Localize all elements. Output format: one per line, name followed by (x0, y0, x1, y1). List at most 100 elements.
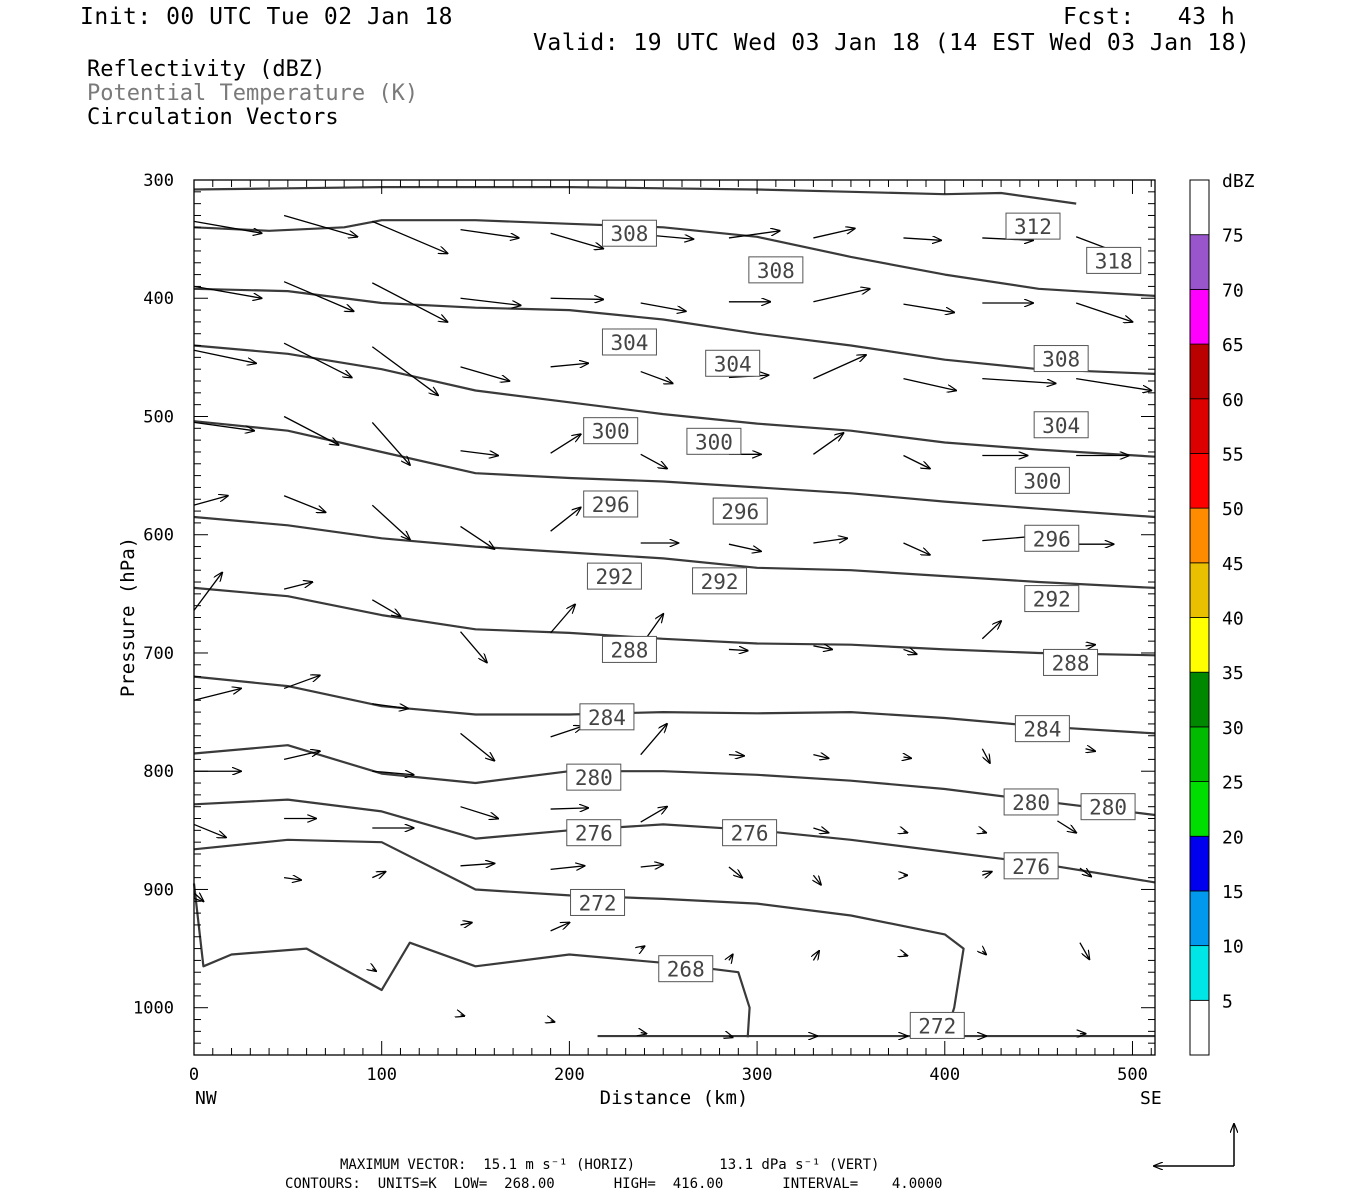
circulation-vector (813, 874, 821, 884)
theta-contour-292 (193, 515, 1156, 589)
circulation-vector (1086, 749, 1095, 751)
contour-label: 300 (686, 427, 742, 455)
contour-label-text: 280 (1089, 796, 1127, 820)
contour-label: 318 (1086, 246, 1142, 274)
frame-layer: 0 100 200 300 400 500 300 400 500 600 700 800 900 100… (133, 171, 1156, 1085)
colorbar-swatch (1189, 179, 1210, 236)
contour-label: 304 (705, 349, 761, 377)
circulation-vector (283, 214, 357, 236)
circulation-vector (283, 675, 320, 690)
colorbar-swatch (1189, 890, 1210, 947)
circulation-vector (640, 724, 667, 756)
circulation-vector (193, 285, 262, 298)
contour-label-text: 288 (1052, 651, 1090, 675)
contour-label-text: 292 (701, 570, 739, 594)
circulation-vector (813, 755, 828, 759)
contour-label-box (579, 703, 635, 731)
colorbar-tick-label: 50 (1222, 499, 1244, 520)
contour-label-text: 292 (595, 565, 633, 589)
plot-frame (193, 179, 1156, 1056)
colorbar-swatch (1189, 288, 1210, 345)
circulation-vector (460, 297, 521, 305)
contour-label-box (583, 490, 639, 518)
circulation-vector (550, 434, 581, 454)
circulation-vector (550, 726, 583, 738)
contour-label-text: 304 (1042, 414, 1080, 438)
contour-label: 288 (601, 635, 657, 663)
contour-label: 312 (1005, 212, 1061, 240)
contour-label-text: 280 (1012, 791, 1050, 815)
circulation-vector (903, 378, 956, 391)
colorbar-tick-label: 70 (1222, 280, 1244, 301)
circulation-vector (813, 355, 866, 380)
circulation-vector (371, 599, 400, 617)
circulation-vector (641, 1033, 647, 1034)
circulation-vector (283, 415, 338, 444)
circulation-vector (982, 872, 991, 876)
contour-label: 280 (1080, 793, 1136, 821)
colorbar-swatch (1189, 999, 1210, 1056)
circulation-vector (372, 220, 447, 253)
circulation-vector (1079, 942, 1089, 960)
circulation-vector (640, 453, 667, 468)
circulation-vector (550, 923, 570, 932)
contour-label: 300 (583, 417, 639, 445)
vector-layer (193, 214, 1151, 1037)
circulation-vector (728, 755, 744, 756)
contour-label-text: 276 (575, 822, 613, 846)
circulation-vector (372, 282, 447, 322)
contour-label-box (748, 256, 804, 284)
circulation-vector (1057, 820, 1076, 833)
circulation-vector (372, 872, 385, 878)
circulation-vector (283, 582, 312, 590)
circulation-vector (460, 450, 499, 456)
colorbar-tick-label: 65 (1222, 335, 1244, 356)
circulation-vector (729, 1036, 733, 1037)
theta-contour-300 (193, 344, 1156, 458)
colorbar-swatch (1189, 234, 1210, 290)
y-tick-label: 500 (143, 407, 174, 427)
theta-contour-304 (193, 287, 1156, 375)
contour-label: 280 (566, 763, 622, 791)
contour-label-box (1033, 345, 1089, 373)
colorbar-tick-label: 55 (1222, 444, 1244, 465)
contour-label-text: 300 (695, 430, 733, 454)
y-tick-label: 700 (143, 644, 174, 664)
colorbar-swatch (1189, 781, 1210, 837)
circulation-vector (460, 806, 499, 819)
circulation-vector (981, 621, 1001, 640)
contour-label-text: 312 (1014, 215, 1052, 239)
contour-label: 292 (692, 567, 748, 595)
circulation-vector (550, 508, 581, 532)
contour-label-text: 300 (1023, 469, 1061, 493)
contour-label-box (583, 417, 639, 445)
contour-label-box (1003, 852, 1059, 880)
y-tick-label: 400 (143, 289, 174, 309)
theta-contour-296 (193, 420, 1156, 519)
contour-label-box (570, 888, 626, 916)
colorbar-tick-label: 10 (1222, 937, 1244, 958)
circulation-vector (283, 751, 320, 761)
contour-label-text: 284 (588, 706, 626, 730)
colorbar-swatch (1189, 507, 1210, 564)
theta-contour-280 (193, 744, 1156, 817)
contour-label-text: 288 (610, 638, 648, 662)
x-tick-label: 100 (366, 1065, 397, 1085)
y-tick-label: 900 (143, 880, 174, 900)
circulation-vector (640, 807, 667, 823)
contour-label-box (1024, 524, 1080, 552)
contour-label: 300 (1014, 466, 1070, 494)
contour-label-box (601, 219, 657, 247)
contour-layer (192, 186, 1156, 1038)
circulation-vector (371, 346, 438, 395)
theta-contour-284 (193, 675, 1156, 735)
contour-label-text: 292 (1033, 588, 1071, 612)
contour-label-box (1080, 793, 1136, 821)
circulation-vector (1075, 302, 1132, 322)
circulation-vector (903, 649, 916, 654)
contour-label-box (1014, 466, 1070, 494)
colorbar-swatch (1189, 343, 1210, 400)
circulation-vector (193, 688, 241, 701)
contour-label-text: 296 (721, 500, 759, 524)
